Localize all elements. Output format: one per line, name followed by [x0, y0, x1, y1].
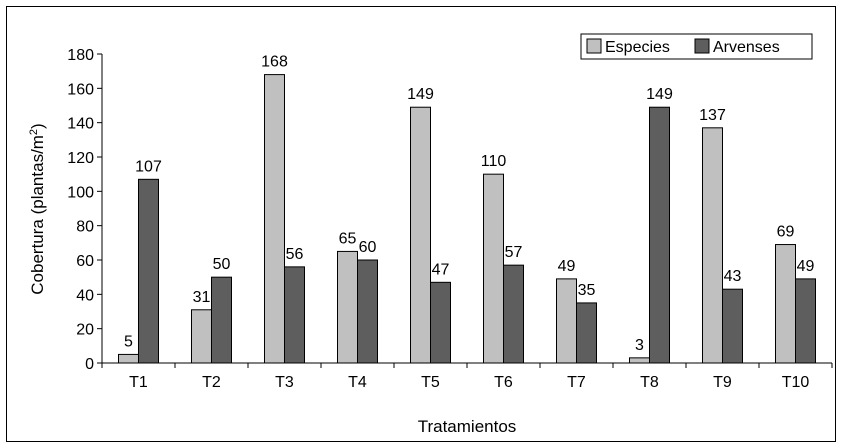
- bar-arvenses: [138, 178, 159, 364]
- y-tick-label: 20: [76, 322, 94, 339]
- bar-especies: [118, 353, 139, 364]
- data-label-arvenses: 35: [578, 282, 596, 299]
- y-tick-label: 100: [67, 184, 94, 201]
- legend-swatch-arvenses: [694, 38, 710, 54]
- x-tick-label: T4: [348, 374, 367, 391]
- data-label-arvenses: 47: [432, 261, 450, 278]
- bars: [118, 74, 816, 364]
- y-tick-label: 120: [67, 150, 94, 167]
- bar-arvenses: [722, 288, 743, 364]
- data-label-especies: 65: [339, 230, 357, 247]
- bar-arvenses: [649, 106, 670, 364]
- bar-arvenses: [357, 259, 378, 364]
- data-label-especies: 31: [193, 289, 211, 306]
- bar-especies: [191, 309, 212, 364]
- data-label-especies: 69: [777, 224, 795, 241]
- y-tick-label: 140: [67, 116, 94, 133]
- data-label-especies: 110: [481, 153, 507, 170]
- y-axis: 0 20 40 60 80 100 120 140 160 180: [67, 47, 103, 373]
- bar-arvenses: [576, 302, 597, 364]
- x-tick-label: T7: [567, 374, 586, 391]
- data-label-arvenses: 43: [724, 268, 742, 285]
- bar-arvenses: [284, 266, 305, 364]
- legend: Especies Arvenses: [580, 33, 813, 60]
- data-label-arvenses: 50: [213, 256, 231, 273]
- bar-arvenses: [211, 276, 232, 364]
- x-tick-label: T5: [421, 374, 440, 391]
- bar-especies: [775, 244, 796, 364]
- y-axis-title-end: ): [28, 123, 47, 129]
- bar-especies: [264, 74, 285, 364]
- y-axis-title: Cobertura (plantas/m2): [28, 123, 47, 294]
- x-tick-label: T9: [713, 374, 732, 391]
- bar-especies: [483, 173, 504, 364]
- legend-label-arvenses: Arvenses: [713, 39, 780, 56]
- bar-arvenses: [795, 278, 816, 364]
- y-tick-label: 80: [76, 219, 94, 236]
- y-axis-title-superscript: 2: [28, 129, 40, 135]
- y-tick-label: 0: [85, 356, 94, 373]
- x-tick-label: T8: [640, 374, 659, 391]
- x-tick-label: T2: [202, 374, 221, 391]
- bar-arvenses: [430, 281, 451, 364]
- x-axis-title: Tratamientos: [418, 417, 517, 436]
- bar-especies: [629, 357, 650, 364]
- legend-label-especies: Especies: [605, 39, 670, 56]
- data-label-arvenses: 107: [135, 158, 162, 175]
- legend-swatch-especies: [586, 38, 602, 54]
- x-axis: T1 T2 T3 T4 T5 T6 T7 T8 T9 T10: [101, 362, 833, 391]
- y-axis-title-main: Cobertura (plantas/m: [28, 135, 47, 295]
- data-label-especies: 5: [124, 333, 133, 350]
- data-label-arvenses: 57: [505, 244, 523, 261]
- x-tick-label: T10: [782, 374, 810, 391]
- x-tick-label: T3: [275, 374, 294, 391]
- data-labels: 5107315016856656014947110574935314913743…: [124, 54, 814, 354]
- bar-arvenses: [503, 264, 524, 364]
- data-label-especies: 49: [558, 258, 576, 275]
- data-label-arvenses: 49: [797, 258, 815, 275]
- bar-especies: [702, 127, 723, 364]
- y-tick-label: 180: [67, 47, 94, 64]
- y-tick-label: 60: [76, 253, 94, 270]
- bar-especies: [556, 278, 577, 364]
- bar-especies: [337, 250, 358, 364]
- y-tick-label: 40: [76, 287, 94, 304]
- x-tick-label: T1: [129, 374, 148, 391]
- data-label-especies: 3: [635, 337, 644, 354]
- data-label-arvenses: 56: [286, 246, 304, 263]
- data-label-especies: 149: [407, 86, 434, 103]
- data-label-arvenses: 149: [646, 86, 673, 103]
- bar-especies: [410, 106, 431, 364]
- data-label-especies: 137: [699, 107, 726, 124]
- data-label-arvenses: 60: [359, 239, 377, 256]
- y-tick-label: 160: [67, 81, 94, 98]
- data-label-especies: 168: [261, 54, 288, 71]
- x-tick-label: T6: [494, 374, 513, 391]
